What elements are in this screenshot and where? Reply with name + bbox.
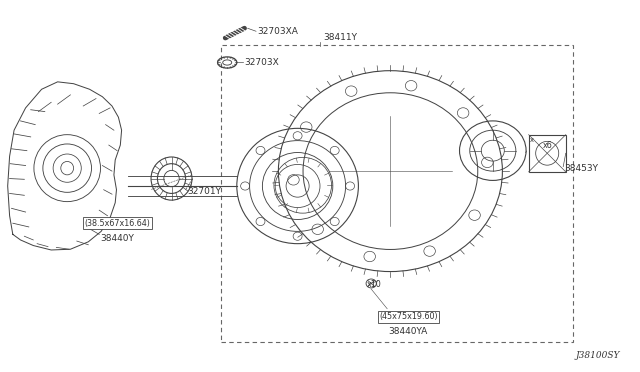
Bar [529,135,566,172]
Text: 32703X: 32703X [244,58,279,67]
Text: J38100SY: J38100SY [575,351,620,360]
Text: 38440YA: 38440YA [388,327,428,336]
Text: (38.5x67x16.64): (38.5x67x16.64) [84,219,150,228]
Bar [221,45,573,342]
Text: x10: x10 [367,280,382,289]
Text: 38453Y: 38453Y [564,164,598,173]
Text: 32703XA: 32703XA [257,27,298,36]
Text: 32701Y: 32701Y [187,187,221,196]
Text: 38440Y: 38440Y [100,234,134,243]
Text: x: x [530,137,534,142]
Text: (45x75x19.60): (45x75x19.60) [379,312,438,321]
Text: 38411Y: 38411Y [323,33,357,42]
Text: x6: x6 [542,141,552,150]
